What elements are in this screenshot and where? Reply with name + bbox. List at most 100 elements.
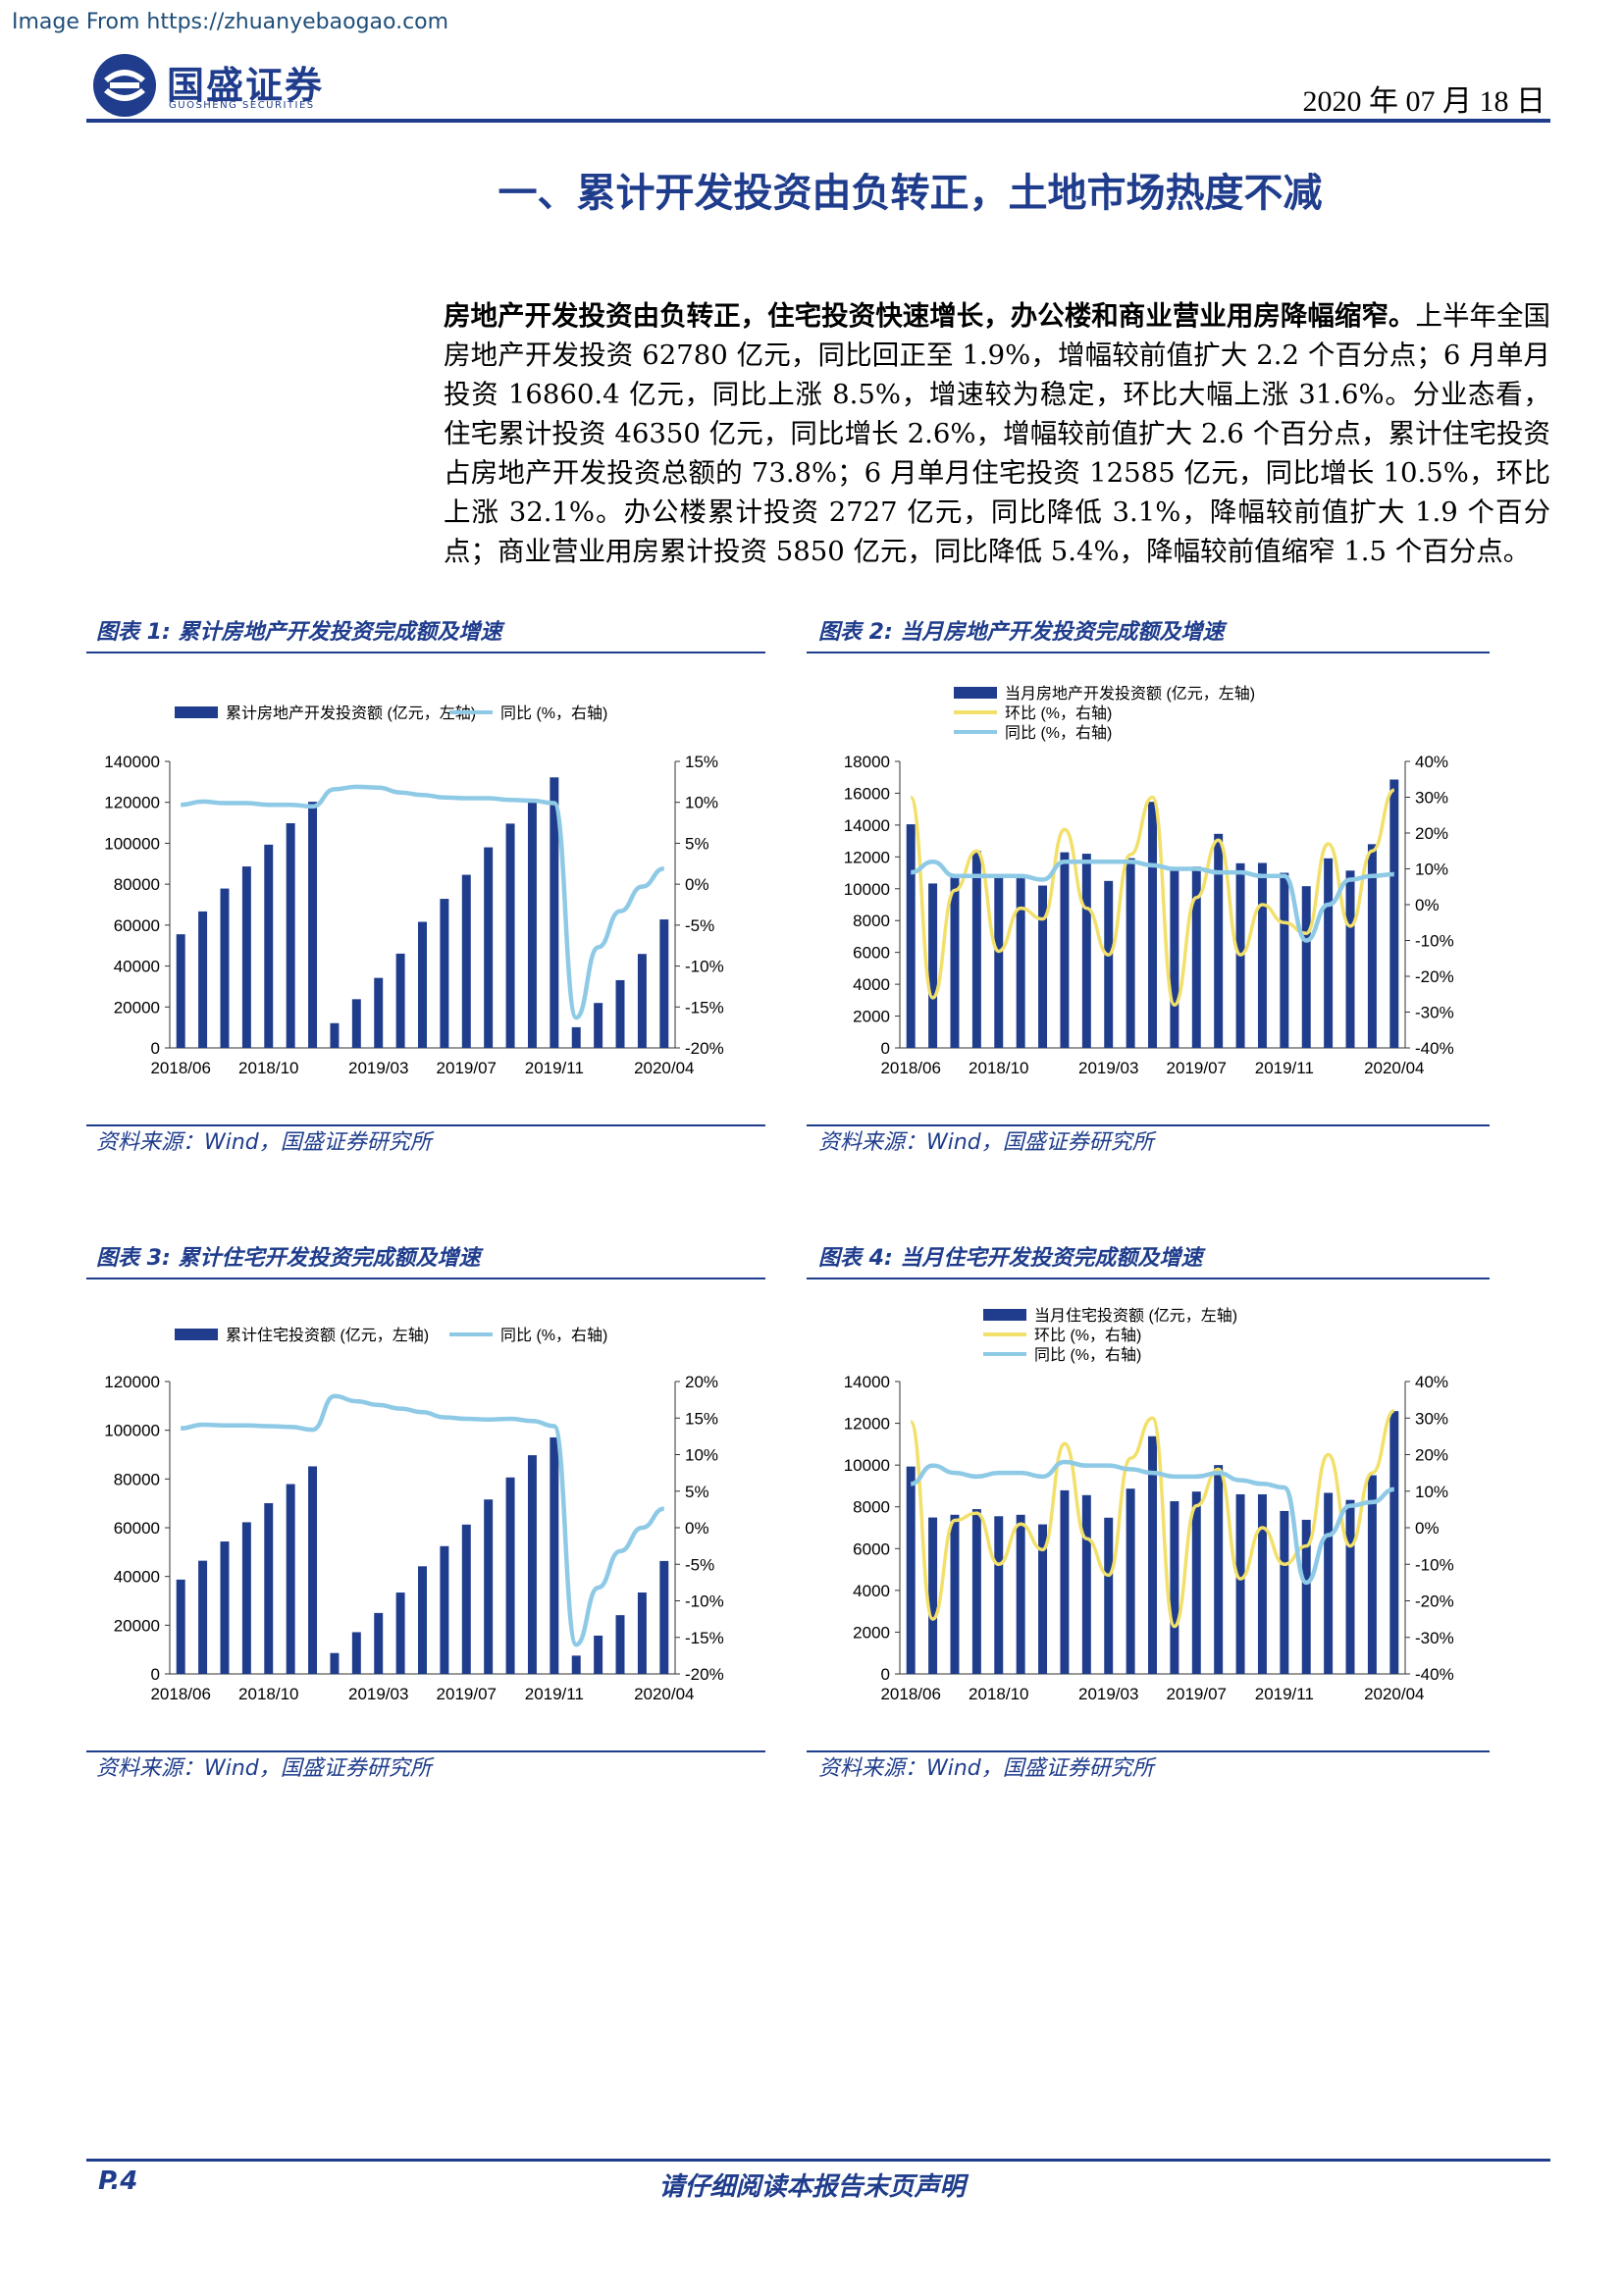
footer-disclaimer: 请仔细阅读本报告末页声明 [658,2172,966,2202]
chart1-right-tick-label: 0% [685,875,709,894]
chart2-right-tick-label: 30% [1415,789,1448,808]
chart4-bar [1170,1500,1179,1674]
chart4-left-tick-label: 4000 [853,1582,890,1600]
chart1-legend-label: 同比 (%，右轴) [500,704,607,722]
chart1-bar [659,919,669,1048]
chart4-bar [950,1514,960,1674]
chart1-bar [308,802,318,1048]
chart1-bar [330,1022,340,1048]
chart4-bar [994,1516,1004,1674]
chart1-bar [198,911,208,1048]
chart3-x-tick-label: 2018/10 [238,1685,298,1703]
chart3-bar [308,1466,318,1674]
chart3-left-tick-label: 80000 [114,1470,160,1488]
chart4-legend-label: 环比 (%，右轴) [1034,1327,1141,1344]
chart1-x-tick-label: 2019/03 [348,1059,408,1077]
section-title: 一、累计开发投资由负转正，土地市场热度不减 [498,171,1323,216]
chart3-bar [571,1655,581,1674]
chart4-yoy-line [910,1459,1395,1586]
chart3-right-tick-label: -20% [685,1665,724,1684]
chart1-caption: 图表 1: 累计房地产开发投资完成额及增速 [96,620,502,645]
chart4-bar [1104,1517,1114,1674]
chart2-left-tick-label: 18000 [844,753,890,771]
chart4-bar [1280,1510,1289,1674]
chart3-left-tick-label: 20000 [114,1616,160,1635]
chart3-bar [505,1477,515,1674]
chart2-left-tick-label: 14000 [844,816,890,835]
chart4-x-tick-label: 2020/04 [1364,1685,1424,1703]
chart4-top-rule [807,1278,1490,1279]
chart3-right-tick-label: 10% [685,1446,718,1465]
chart3-bar [461,1524,471,1674]
chart2-bar [1148,802,1157,1048]
chart4-svg: 0 2000 4000 6000 8000 10000 12000 14000 -40% -30%… [844,1307,1454,1703]
chart3-bar [176,1579,185,1674]
chart1-x-tick-label: 2018/10 [238,1059,298,1077]
report-date: 2020 年 07 月 18 日 [1302,85,1546,118]
chart2-bar [1367,844,1377,1048]
chart1-source: 资料来源：Wind，国盛证券研究所 [96,1130,432,1155]
chart2-bar [1191,866,1201,1048]
chart2-bar [1301,886,1311,1048]
chart3-bar [220,1541,230,1674]
chart2-bar [1016,878,1025,1048]
chart1-bottom-rule [86,1124,765,1126]
chart1-bar [374,977,384,1048]
chart2-right-tick-label: -30% [1415,1004,1454,1022]
chart1-right-tick-label: 5% [685,834,709,853]
chart3-svg: 0 20000 40000 60000 80000 100000 120000 -20% -15… [104,1327,724,1703]
chart2-x-tick-label: 2019/11 [1255,1059,1314,1077]
chart2-x-tick-label: 2018/06 [880,1059,940,1077]
chart3-bar [418,1566,427,1674]
chart1-bar [418,921,427,1048]
chart2-right-tick-label: -40% [1415,1039,1454,1058]
chart2-legend-label: 同比 (%，右轴) [1005,724,1112,742]
chart1-left-tick-label: 60000 [114,916,160,935]
chart2-bar [971,851,981,1048]
chart2-bar [1038,885,1048,1048]
chart4-x-tick-label: 2019/03 [1078,1685,1138,1703]
chart2-right-tick-label: -20% [1415,967,1454,986]
page-number: P.4 [98,2166,138,2196]
chart4-bar [1389,1411,1399,1674]
chart1-bar [505,823,515,1048]
chart2-x-tick-label: 2019/07 [1167,1059,1227,1077]
chart2-caption: 图表 2: 当月房地产开发投资完成额及增速 [818,620,1225,645]
chart4-right-tick-label: -10% [1415,1555,1454,1574]
chart4-bar [1257,1493,1267,1674]
watermark-text: Image From https://zhuanyebaogao.com [12,10,449,34]
chart3-bar [440,1545,449,1674]
body-paragraph: 房地产开发投资由负转正，住宅投资快速增长，办公楼和商业营业用房降幅缩窄。上半年全… [444,296,1550,571]
chart2-bar [1345,870,1355,1048]
chart2-svg: 0 2000 4000 6000 8000 10000 12000 14000 16000 180… [844,685,1454,1077]
chart1-yoy-line [181,784,665,1020]
chart3-right-tick-label: 5% [685,1483,709,1501]
chart3-left-tick-label: 60000 [114,1519,160,1538]
chart4-x-tick-label: 2019/07 [1167,1685,1227,1703]
chart4-caption: 图表 4: 当月住宅开发投资完成额及增速 [818,1246,1203,1271]
chart3-right-tick-label: 20% [685,1373,718,1391]
chart4-right-tick-label: 0% [1415,1519,1440,1538]
chart2-left-tick-label: 10000 [844,880,890,899]
chart2-bottom-rule [807,1124,1490,1126]
chart3-bottom-rule [86,1750,765,1752]
chart4-bar [1126,1488,1135,1674]
chart1-bar [484,847,494,1048]
chart3-left-tick-label: 0 [151,1665,160,1684]
chart1-right-tick-label: -20% [685,1039,724,1058]
chart2-bar [1060,852,1070,1048]
chart3-right-tick-label: 15% [685,1409,718,1428]
chart2-left-tick-label: 4000 [853,975,890,994]
chart2-mom-line [909,788,1395,1007]
chart2-x-tick-label: 2018/10 [969,1059,1028,1077]
chart1-bar [550,777,559,1048]
chart1-right-tick-label: -15% [685,998,724,1017]
chart3-bar [198,1560,208,1674]
chart4-bar [1191,1491,1201,1674]
chart2-legend-label: 当月房地产开发投资额 (亿元，左轴) [1005,685,1255,703]
chart4-bar [928,1517,938,1674]
chart4-right-tick-label: -30% [1415,1629,1454,1647]
chart1-left-tick-label: 40000 [114,958,160,976]
chart2-left-tick-label: 12000 [844,848,890,866]
chart1-left-tick-label: 100000 [104,834,160,853]
